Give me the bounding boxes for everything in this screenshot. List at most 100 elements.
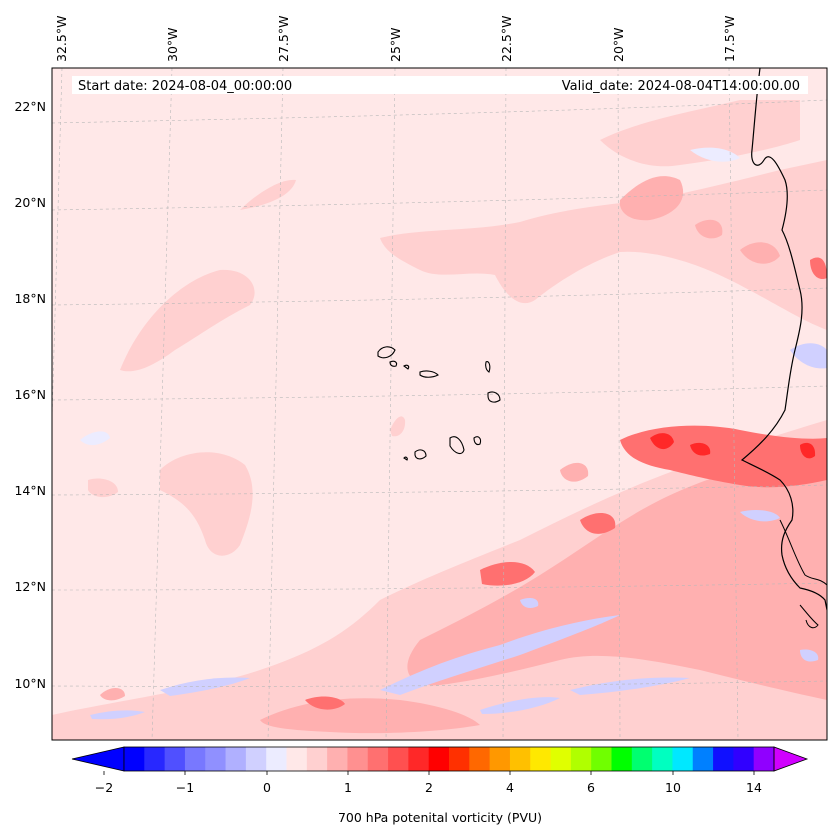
colorbar-cell <box>530 747 551 771</box>
pv-patch-light <box>160 452 253 556</box>
africa-coastline <box>779 519 827 586</box>
colorbar-cell <box>388 747 409 771</box>
longitude-labels: 32.5°W 30°W 27.5°W 25°W 22.5°W 20°W 17.5… <box>54 16 737 62</box>
colorbar-cell <box>327 747 348 771</box>
pv-patch-peak <box>690 442 711 456</box>
africa-coastline <box>799 604 819 629</box>
cape-verde-islands <box>377 346 501 461</box>
pv-patch-negative <box>160 677 250 696</box>
colorbar-cell <box>286 747 308 771</box>
pv-patch-negative <box>740 510 780 522</box>
pv-patch-light <box>390 416 406 437</box>
colorbar-cell <box>347 747 369 771</box>
colorbar-tick-label: 4 <box>506 780 514 795</box>
colorbar-cell <box>733 747 755 771</box>
lon-label: 22.5°W <box>499 16 514 62</box>
lon-label: 27.5°W <box>276 16 291 62</box>
colorbar-cell <box>692 747 714 771</box>
lat-label: 18°N <box>14 291 46 306</box>
lat-label: 12°N <box>14 579 46 594</box>
pv-patch-light <box>120 269 255 372</box>
lon-label: 17.5°W <box>722 16 737 62</box>
pv-patch-medium <box>407 450 827 700</box>
colorbar-cells <box>124 747 775 771</box>
pv-patch-light <box>380 160 827 330</box>
start-date-label: Start date: 2024-08-04_00:00:00 <box>78 79 292 94</box>
colorbar-under-triangle <box>71 746 125 772</box>
colorbar-cell <box>652 747 673 771</box>
pv-patch-strong <box>480 562 535 586</box>
pv-patch-strong <box>580 513 616 534</box>
latitude-labels: 22°N 20°N 18°N 16°N 14°N 12°N 10°N <box>14 99 46 691</box>
colorbar-cell <box>550 747 572 771</box>
colorbar-tick-label: −2 <box>95 780 113 795</box>
colorbar-cell <box>672 747 694 771</box>
pv-patch-medium <box>740 242 780 264</box>
plot-frame <box>51 67 828 741</box>
colorbar-cell <box>408 747 430 771</box>
pv-patch-peak <box>800 442 816 459</box>
pv-patch-medium <box>100 687 125 701</box>
colorbar-cell <box>449 747 470 771</box>
pv-patch-negative <box>570 677 690 695</box>
colorbar-cell <box>144 747 166 771</box>
lat-label: 10°N <box>14 676 46 691</box>
colorbar-cell <box>713 747 734 771</box>
colorbar-cell <box>367 747 389 771</box>
colorbar-title: 700 hPa potenital vorticity (PVU) <box>338 810 542 825</box>
pv-patch-negative <box>380 615 620 695</box>
lat-label: 22°N <box>14 99 46 114</box>
colorbar-cell <box>184 747 206 771</box>
pv-patch-medium <box>619 176 684 221</box>
lat-label: 20°N <box>14 195 46 210</box>
pv-patch-negative <box>520 598 539 608</box>
pv-patch-negative <box>90 710 145 720</box>
pv-patch-negative <box>80 431 110 446</box>
lat-label: 14°N <box>14 483 46 498</box>
pv-patch-light <box>88 478 118 498</box>
colorbar-cell <box>306 747 328 771</box>
colorbar-ticks <box>103 771 755 775</box>
pv-patch-light <box>240 179 296 210</box>
lon-label: 20°W <box>611 27 626 62</box>
pv-patch-medium <box>560 462 589 482</box>
colorbar-cell <box>245 747 267 771</box>
colorbar-cell <box>469 747 491 771</box>
pv-patch-negative <box>480 697 560 714</box>
lon-label: 32.5°W <box>54 16 69 62</box>
pv-patch-medium <box>695 219 723 239</box>
colorbar-cell <box>591 747 612 771</box>
pv-patch-negative <box>800 649 819 662</box>
colorbar-tick-label: −1 <box>176 780 194 795</box>
colorbar-tick-label: 0 <box>263 780 271 795</box>
colorbar-cell <box>225 747 247 771</box>
graticule <box>52 68 827 740</box>
pv-patch-light <box>600 100 800 167</box>
lon-label: 30°W <box>165 27 180 62</box>
colorbar-cell <box>124 747 145 771</box>
colorbar-tick-label: 2 <box>425 780 433 795</box>
colorbar-cell <box>611 747 633 771</box>
pv-field <box>52 68 827 740</box>
date-banner <box>72 76 808 94</box>
pv-patch-light <box>52 420 827 740</box>
pv-patch-strong <box>810 257 827 280</box>
pv-patch-strong <box>305 696 345 710</box>
pv-patch-negative <box>690 147 740 162</box>
colorbar-tick-label: 6 <box>587 780 595 795</box>
colorbar-cell <box>164 747 186 771</box>
colorbar: −2 −1 0 1 2 4 6 10 14 700 hPa potenital … <box>71 746 809 825</box>
pv-patch-negative <box>790 343 827 369</box>
colorbar-cell <box>631 747 653 771</box>
valid-date-label: Valid_date: 2024-08-04T14:00:00.00 <box>562 79 800 94</box>
colorbar-tick-label: 10 <box>665 780 681 795</box>
colorbar-over-triangle <box>773 746 809 772</box>
colorbar-frame <box>123 746 775 772</box>
lat-label: 16°N <box>14 387 46 402</box>
colorbar-tick-label: 14 <box>746 780 762 795</box>
africa-coastline <box>740 68 827 611</box>
colorbar-cell <box>428 747 450 771</box>
colorbar-tick-labels: −2 −1 0 1 2 4 6 10 14 <box>95 780 762 795</box>
